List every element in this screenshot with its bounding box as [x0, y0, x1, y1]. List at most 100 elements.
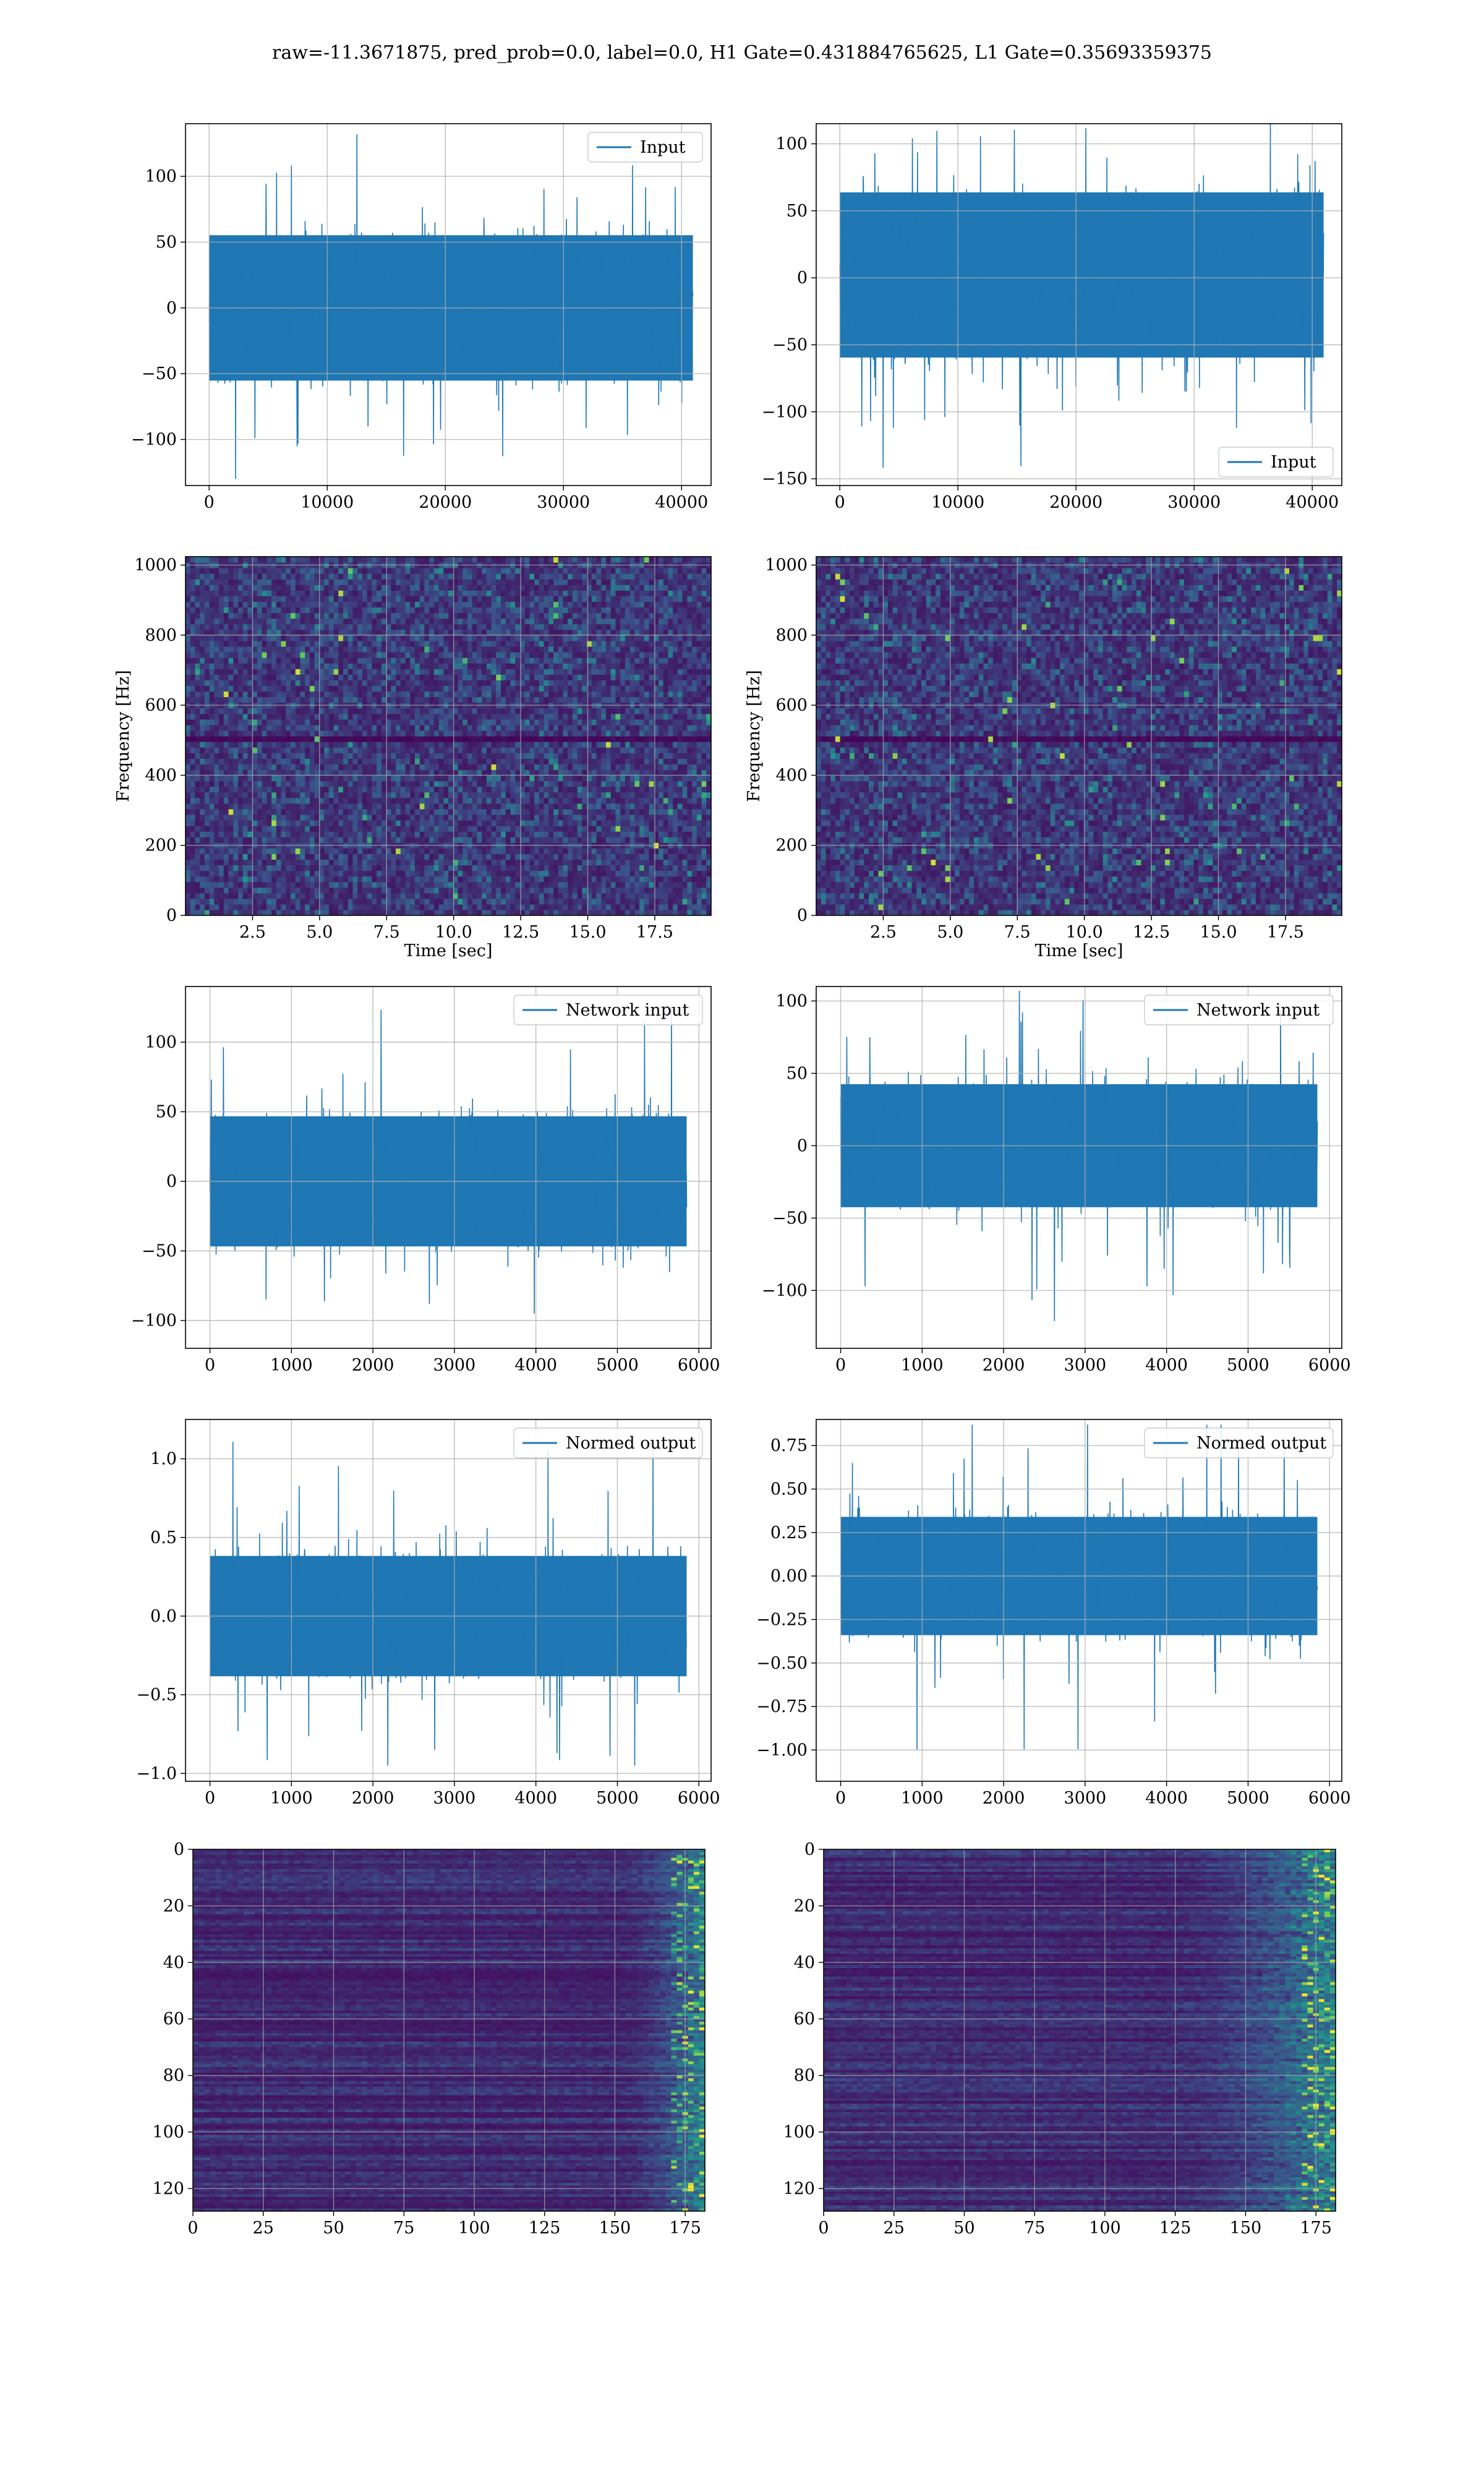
heatmap-cell [333, 724, 339, 731]
heatmap-cell [414, 870, 420, 877]
heatmap-cell [300, 590, 305, 597]
heatmap-cell [286, 826, 291, 832]
heatmap-cell [467, 865, 473, 871]
heatmap-cell [548, 854, 554, 860]
heatmap-cell [319, 887, 325, 894]
heatmap-cell [333, 607, 339, 614]
heatmap-cell [377, 769, 382, 776]
heatmap-cell [524, 898, 530, 905]
heatmap-cell [443, 669, 449, 675]
heatmap-cell [519, 764, 526, 770]
heatmap-cell [333, 657, 339, 664]
heatmap-cell [501, 623, 506, 630]
heatmap-cell [281, 786, 286, 793]
heatmap-cell [314, 781, 320, 787]
heatmap-cell [190, 854, 196, 860]
heatmap-cell [348, 865, 354, 871]
heatmap-cell [186, 596, 191, 602]
heatmap-cell [381, 713, 387, 720]
heatmap-cell [400, 892, 406, 899]
heatmap-cell [343, 803, 349, 810]
heatmap-cell [324, 865, 330, 871]
heatmap-cell [410, 652, 416, 658]
heatmap-cell [200, 781, 205, 787]
heatmap-cell [228, 612, 234, 619]
heatmap-cell [467, 680, 473, 687]
heatmap-cell [529, 792, 535, 798]
heatmap-cell [529, 803, 535, 810]
heatmap-cell [491, 607, 497, 614]
heatmap-cell [429, 831, 435, 837]
heatmap-cell [291, 557, 296, 563]
heatmap-cell [486, 730, 492, 737]
heatmap-cell [443, 568, 449, 574]
heatmap-cell [519, 775, 526, 782]
heatmap-cell [328, 797, 335, 804]
heatmap-cell [438, 596, 444, 602]
heatmap-cell [529, 826, 535, 832]
heatmap-cell [424, 876, 430, 883]
heatmap-cell [467, 685, 473, 692]
heatmap-cell [328, 808, 335, 815]
heatmap-cell [252, 713, 258, 720]
heatmap-cell [276, 736, 282, 742]
heatmap-cell [391, 814, 396, 821]
heatmap-cell [281, 876, 286, 883]
heatmap-cell [352, 736, 358, 742]
heatmap-cell [242, 568, 249, 574]
heatmap-cell [443, 747, 449, 753]
heatmap-cell [333, 623, 339, 630]
heatmap-cell [529, 781, 535, 787]
heatmap-cell [309, 663, 315, 669]
heatmap-cell [453, 797, 459, 804]
heatmap-cell [400, 898, 406, 905]
heatmap-cell [381, 652, 387, 658]
heatmap-cell [501, 708, 506, 714]
heatmap-cell [209, 887, 215, 894]
heatmap-cell [534, 691, 540, 698]
heatmap-cell [544, 854, 549, 860]
heatmap-cell [233, 742, 239, 748]
heatmap-cell [524, 803, 530, 810]
heatmap-cell [524, 826, 530, 832]
heatmap-cell [247, 786, 253, 793]
heatmap-cell [300, 674, 305, 680]
heatmap-cell [214, 663, 220, 669]
heatmap-cell [348, 607, 354, 614]
heatmap-cell [314, 870, 320, 877]
heatmap-cell [267, 892, 272, 899]
heatmap-cell [410, 607, 416, 614]
heatmap-cell [209, 769, 215, 776]
heatmap-cell [544, 814, 549, 821]
heatmap-cell [433, 584, 440, 591]
heatmap-cell [190, 730, 196, 737]
heatmap-cell [515, 691, 521, 698]
heatmap-cell [467, 557, 473, 563]
heatmap-cell [496, 691, 501, 698]
heatmap-cell [190, 596, 196, 602]
heatmap-cell [372, 669, 377, 675]
heatmap-cell [247, 708, 253, 714]
heatmap-cell [410, 713, 416, 720]
heatmap-cell [291, 758, 296, 764]
heatmap-cell [372, 657, 377, 664]
heatmap-cell [400, 590, 406, 597]
heatmap-cell [286, 557, 291, 563]
heatmap-cell [505, 781, 511, 787]
heatmap-cell [281, 724, 286, 731]
heatmap-cell [386, 696, 391, 703]
heatmap-cell [367, 887, 372, 894]
heatmap-cell [544, 808, 549, 815]
heatmap-cell [548, 820, 554, 826]
heatmap-cell [405, 876, 411, 883]
heatmap-cell [291, 803, 296, 810]
heatmap-cell [414, 831, 420, 837]
heatmap-cell [534, 826, 540, 832]
heatmap-cell [271, 904, 277, 910]
heatmap-cell [419, 685, 425, 692]
heatmap-cell [524, 584, 530, 591]
heatmap-cell [519, 640, 526, 647]
heatmap-cell [548, 730, 554, 737]
heatmap-cell [548, 909, 554, 915]
heatmap-cell [501, 724, 506, 731]
